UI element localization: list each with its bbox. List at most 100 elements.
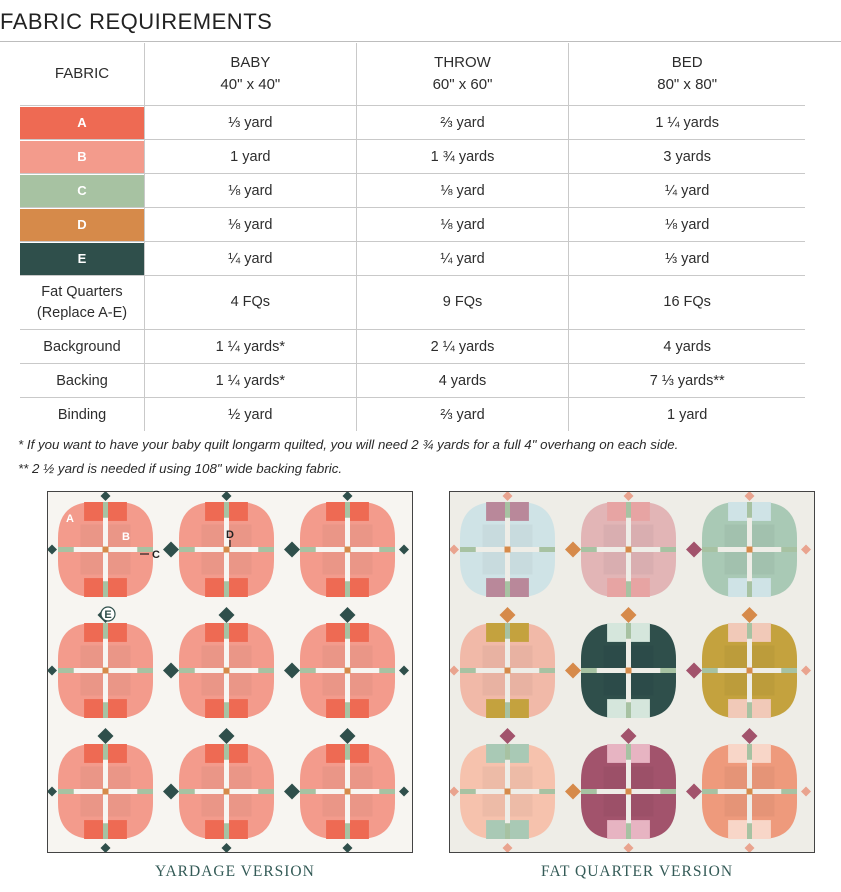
- diamond: [284, 541, 300, 558]
- sashing-strip: [781, 789, 797, 794]
- sashing-strip: [581, 547, 597, 552]
- petal-seam: [510, 794, 533, 817]
- petal-seam: [631, 794, 654, 817]
- petal-accent: [631, 744, 650, 763]
- diamond: [686, 783, 702, 800]
- petal-accent: [84, 578, 103, 597]
- cornerstone: [746, 667, 753, 674]
- sashing-strip: [505, 623, 510, 639]
- cornerstone: [625, 788, 632, 795]
- sashing-strip: [300, 789, 316, 794]
- fat-quarters-label-line2: (Replace A-E): [36, 304, 128, 321]
- sashing-strip: [626, 702, 631, 718]
- diamond: [801, 544, 811, 555]
- sashing-strip: [379, 668, 395, 673]
- petal-accent: [108, 820, 127, 839]
- sashing-strip: [539, 789, 555, 794]
- petal-seam: [201, 524, 224, 547]
- petal-seam: [603, 766, 626, 789]
- sashing-strip: [345, 744, 350, 760]
- petal-accent: [326, 502, 345, 521]
- petal-seam: [603, 794, 626, 817]
- petal-seam: [80, 524, 103, 547]
- sashing-strip: [626, 823, 631, 839]
- cornerstone: [504, 788, 511, 795]
- petal-accent: [510, 502, 529, 521]
- diamond: [342, 492, 353, 501]
- petal-accent: [108, 578, 127, 597]
- sashing-strip: [137, 789, 153, 794]
- petal-accent: [510, 744, 529, 763]
- table-row: C ⅛ yard ⅛ yard ¼ yard: [20, 173, 805, 208]
- petal-seam: [724, 766, 747, 789]
- diamond: [620, 728, 637, 744]
- petal-accent: [486, 623, 505, 642]
- table-cell: 4 FQs: [144, 275, 357, 330]
- table-row-fat-quarters: Fat Quarters (Replace A-E) 4 FQs 9 FQs 16…: [20, 275, 805, 330]
- petal-seam: [322, 552, 345, 575]
- sashing-strip: [300, 668, 316, 673]
- petal-seam: [201, 766, 224, 789]
- petal-seam: [724, 524, 747, 547]
- petal-seam: [603, 645, 626, 668]
- cornerstone: [102, 546, 109, 553]
- diamond: [686, 541, 702, 558]
- petal-accent: [205, 623, 224, 642]
- petal-seam: [482, 673, 505, 696]
- petal-seam: [482, 766, 505, 789]
- petal-accent: [631, 820, 650, 839]
- cornerstone: [344, 667, 351, 674]
- petal-seam: [510, 645, 533, 668]
- sashing-strip: [345, 823, 350, 839]
- petal-accent: [229, 502, 248, 521]
- diamond: [450, 786, 459, 797]
- sashing-strip: [224, 623, 229, 639]
- petal-accent: [728, 578, 747, 597]
- page-title: FABRIC REQUIREMENTS: [0, 9, 273, 34]
- diamond: [502, 492, 513, 501]
- diamond: [565, 662, 581, 679]
- sashing-strip: [345, 623, 350, 639]
- diamond: [342, 843, 353, 852]
- diagram-label-d: D: [226, 529, 234, 541]
- sashing-strip: [460, 547, 476, 552]
- petal-accent: [607, 744, 626, 763]
- petal-seam: [631, 766, 654, 789]
- petal-accent: [205, 744, 224, 763]
- table-cell: ¼ yard: [568, 173, 805, 208]
- petal-accent: [326, 578, 345, 597]
- header-bed-name: BED: [671, 54, 703, 71]
- petal-seam: [322, 645, 345, 668]
- petal-accent: [108, 744, 127, 763]
- table-cell: 4 yards: [355, 363, 569, 398]
- sashing-strip: [539, 547, 555, 552]
- diamond: [48, 665, 57, 676]
- petal-accent: [752, 623, 771, 642]
- petal-accent: [607, 699, 626, 718]
- header-baby-name: BABY: [230, 54, 271, 71]
- sashing-strip: [179, 668, 195, 673]
- petal-seam: [80, 794, 103, 817]
- petal-accent: [84, 699, 103, 718]
- cornerstone: [746, 788, 753, 795]
- petal-accent: [486, 578, 505, 597]
- diamond: [48, 786, 57, 797]
- table-cell: ⅛ yard: [568, 207, 805, 242]
- sashing-strip: [58, 547, 74, 552]
- petal-accent: [205, 699, 224, 718]
- sashing-strip: [379, 547, 395, 552]
- sashing-strip: [505, 823, 510, 839]
- petal-accent: [326, 744, 345, 763]
- table-cell: ⅓ yard: [568, 241, 805, 276]
- diamond: [499, 728, 516, 744]
- diamond: [100, 843, 111, 852]
- sashing-strip: [345, 502, 350, 518]
- fabric-swatch-cell: D: [20, 207, 145, 242]
- header-baby: BABY 40" x 40": [144, 43, 357, 106]
- petal-seam: [482, 524, 505, 547]
- petal-seam: [724, 645, 747, 668]
- petal-seam: [229, 645, 252, 668]
- table-cell: 4 yards: [568, 329, 805, 364]
- cornerstone: [344, 546, 351, 553]
- cornerstone: [344, 788, 351, 795]
